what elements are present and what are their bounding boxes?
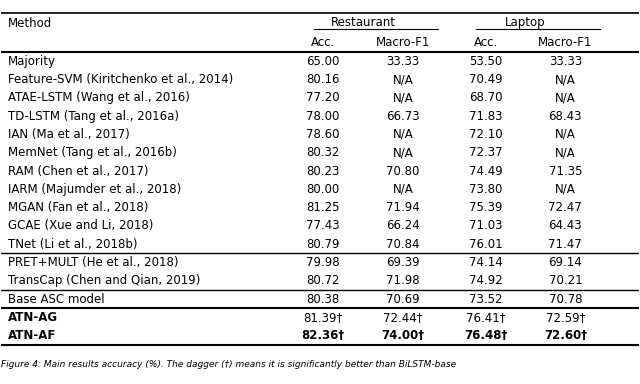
Text: 33.33: 33.33: [386, 55, 419, 68]
Text: 72.10: 72.10: [469, 128, 502, 141]
Text: 66.24: 66.24: [386, 219, 420, 232]
Text: Majority: Majority: [8, 55, 56, 68]
Text: 81.25: 81.25: [307, 201, 340, 214]
Text: N/A: N/A: [392, 91, 413, 104]
Text: N/A: N/A: [392, 73, 413, 86]
Text: 33.33: 33.33: [548, 55, 582, 68]
Text: IAN (Ma et al., 2017): IAN (Ma et al., 2017): [8, 128, 129, 141]
Text: Acc.: Acc.: [474, 36, 498, 50]
Text: 82.36†: 82.36†: [301, 329, 345, 342]
Text: ATAE-LSTM (Wang et al., 2016): ATAE-LSTM (Wang et al., 2016): [8, 91, 189, 104]
Text: Laptop: Laptop: [505, 16, 546, 29]
Text: 74.92: 74.92: [469, 274, 502, 287]
Text: 74.14: 74.14: [469, 256, 502, 269]
Text: 71.47: 71.47: [548, 238, 582, 251]
Text: N/A: N/A: [555, 73, 576, 86]
Text: ATN-AG: ATN-AG: [8, 311, 58, 324]
Text: RAM (Chen et al., 2017): RAM (Chen et al., 2017): [8, 164, 148, 177]
Text: 70.80: 70.80: [386, 164, 420, 177]
Text: 74.49: 74.49: [469, 164, 502, 177]
Text: 80.00: 80.00: [307, 183, 340, 196]
Text: TransCap (Chen and Qian, 2019): TransCap (Chen and Qian, 2019): [8, 274, 200, 287]
Text: GCAE (Xue and Li, 2018): GCAE (Xue and Li, 2018): [8, 219, 153, 232]
Text: N/A: N/A: [392, 128, 413, 141]
Text: 78.60: 78.60: [307, 128, 340, 141]
Text: 68.43: 68.43: [548, 110, 582, 122]
Text: 80.16: 80.16: [307, 73, 340, 86]
Text: IARM (Majumder et al., 2018): IARM (Majumder et al., 2018): [8, 183, 181, 196]
Text: Acc.: Acc.: [311, 36, 335, 50]
Text: ATN-AF: ATN-AF: [8, 329, 56, 342]
Text: 77.20: 77.20: [307, 91, 340, 104]
Text: 80.23: 80.23: [307, 164, 340, 177]
Text: 80.32: 80.32: [307, 146, 340, 159]
Text: 69.39: 69.39: [386, 256, 420, 269]
Text: 64.43: 64.43: [548, 219, 582, 232]
Text: Method: Method: [8, 17, 52, 30]
Text: 72.60†: 72.60†: [544, 329, 587, 342]
Text: 72.59†: 72.59†: [546, 311, 585, 324]
Text: 71.98: 71.98: [386, 274, 420, 287]
Text: 80.72: 80.72: [307, 274, 340, 287]
Text: 72.44†: 72.44†: [383, 311, 422, 324]
Text: Figure 4: Main results accuracy (%). The dagger (†) means it is significantly be: Figure 4: Main results accuracy (%). The…: [1, 360, 456, 369]
Text: MGAN (Fan et al., 2018): MGAN (Fan et al., 2018): [8, 201, 148, 214]
Text: 73.52: 73.52: [469, 293, 502, 306]
Text: 80.79: 80.79: [307, 238, 340, 251]
Text: 77.43: 77.43: [307, 219, 340, 232]
Text: 72.37: 72.37: [469, 146, 502, 159]
Text: 70.49: 70.49: [469, 73, 502, 86]
Text: 80.38: 80.38: [307, 293, 340, 306]
Text: N/A: N/A: [555, 183, 576, 196]
Text: 75.39: 75.39: [469, 201, 502, 214]
Text: 73.80: 73.80: [469, 183, 502, 196]
Text: 70.69: 70.69: [386, 293, 420, 306]
Text: N/A: N/A: [392, 183, 413, 196]
Text: 74.00†: 74.00†: [381, 329, 424, 342]
Text: 78.00: 78.00: [307, 110, 340, 122]
Text: N/A: N/A: [555, 128, 576, 141]
Text: 70.84: 70.84: [386, 238, 420, 251]
Text: 71.03: 71.03: [469, 219, 502, 232]
Text: 71.94: 71.94: [386, 201, 420, 214]
Text: 53.50: 53.50: [469, 55, 502, 68]
Text: 76.01: 76.01: [469, 238, 502, 251]
Text: 79.98: 79.98: [307, 256, 340, 269]
Text: PRET+MULT (He et al., 2018): PRET+MULT (He et al., 2018): [8, 256, 179, 269]
Text: 66.73: 66.73: [386, 110, 420, 122]
Text: Restaurant: Restaurant: [330, 16, 396, 29]
Text: 71.83: 71.83: [469, 110, 502, 122]
Text: 69.14: 69.14: [548, 256, 582, 269]
Text: Macro-F1: Macro-F1: [538, 36, 593, 50]
Text: 71.35: 71.35: [548, 164, 582, 177]
Text: 76.41†: 76.41†: [466, 311, 506, 324]
Text: MemNet (Tang et al., 2016b): MemNet (Tang et al., 2016b): [8, 146, 177, 159]
Text: Feature-SVM (Kiritchenko et al., 2014): Feature-SVM (Kiritchenko et al., 2014): [8, 73, 233, 86]
Text: 70.21: 70.21: [548, 274, 582, 287]
Text: Base ASC model: Base ASC model: [8, 293, 104, 306]
Text: N/A: N/A: [392, 146, 413, 159]
Text: N/A: N/A: [555, 146, 576, 159]
Text: N/A: N/A: [555, 91, 576, 104]
Text: TD-LSTM (Tang et al., 2016a): TD-LSTM (Tang et al., 2016a): [8, 110, 179, 122]
Text: Macro-F1: Macro-F1: [376, 36, 430, 50]
Text: 72.47: 72.47: [548, 201, 582, 214]
Text: 81.39†: 81.39†: [303, 311, 343, 324]
Text: 65.00: 65.00: [307, 55, 340, 68]
Text: 68.70: 68.70: [469, 91, 502, 104]
Text: 70.78: 70.78: [548, 293, 582, 306]
Text: 76.48†: 76.48†: [464, 329, 508, 342]
Text: TNet (Li et al., 2018b): TNet (Li et al., 2018b): [8, 238, 137, 251]
